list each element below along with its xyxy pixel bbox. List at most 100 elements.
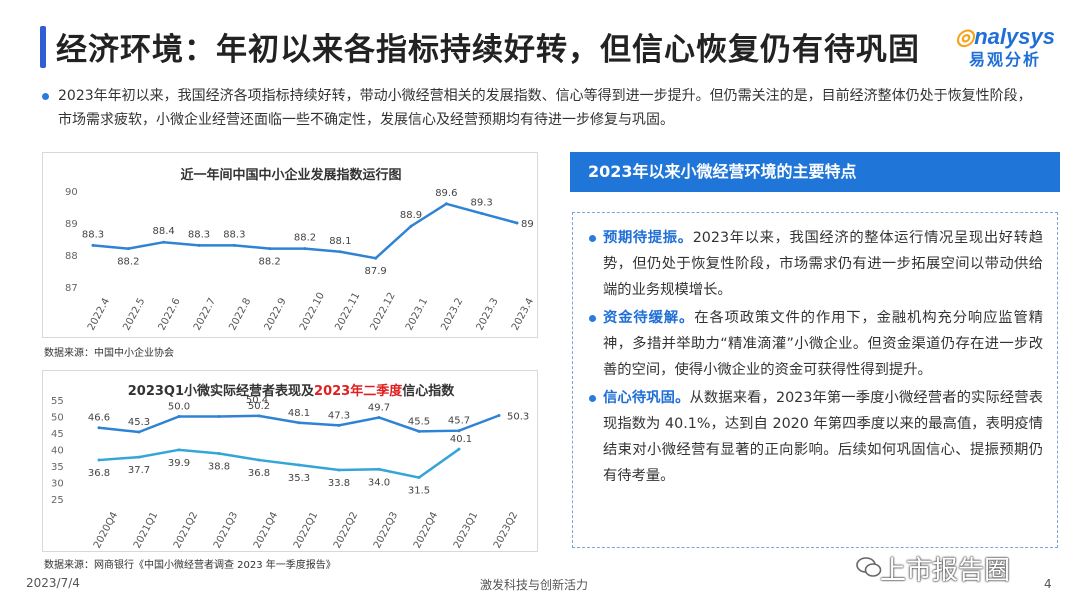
chart2-title-highlight: 2023年二季度 bbox=[314, 383, 403, 399]
data-label: 36.8 bbox=[248, 468, 270, 479]
data-label: 88.3 bbox=[82, 229, 104, 240]
data-point bbox=[444, 202, 448, 206]
data-label: 33.8 bbox=[328, 478, 350, 489]
feature-text: 在各项政策文件的作用下，金融机构充分响应监管精神，多措并举助力“精准滴灌”小微企… bbox=[603, 310, 1044, 378]
data-label: 40.1 bbox=[450, 434, 472, 445]
sme-index-chart: 近一年间中国中小企业发展指数运行图 87 88 89 90 88.3 88.2 88.4 88… bbox=[42, 152, 538, 338]
x-tick-label: 2023Q1 bbox=[452, 510, 480, 550]
data-label: 88.9 bbox=[400, 210, 422, 221]
data-point bbox=[337, 423, 341, 427]
confidence-index-chart: 2023Q1小微实际经营者表现及2023年二季度信心指数 25 30 35 40 45 5… bbox=[42, 370, 538, 552]
feature-item: 信心待巩固。从数据来看，2023年第一季度小微经营者的实际经营表现指数为 40.… bbox=[589, 385, 1043, 489]
data-point bbox=[257, 458, 261, 462]
feature-text: 从数据来看，2023年第一季度小微经营者的实际经营表现指数为 40.1%，达到自… bbox=[603, 390, 1044, 484]
data-point bbox=[417, 429, 421, 433]
bullet-dot-icon bbox=[589, 235, 596, 242]
data-point bbox=[480, 211, 484, 215]
data-label: 38.8 bbox=[208, 461, 230, 472]
data-label: 87.9 bbox=[365, 266, 387, 277]
data-point bbox=[137, 455, 141, 459]
data-point bbox=[297, 421, 301, 425]
x-tick-label: 2022Q2 bbox=[332, 510, 360, 550]
data-point bbox=[126, 247, 130, 251]
y-tick-label: 25 bbox=[51, 495, 64, 506]
data-point bbox=[232, 243, 236, 247]
bullet-dot-icon bbox=[589, 395, 596, 402]
data-point bbox=[217, 415, 221, 418]
y-tick-label: 30 bbox=[51, 479, 64, 490]
logo-cn-text: 易观分析 bbox=[968, 50, 1041, 69]
data-label: 48.1 bbox=[288, 408, 310, 419]
chart2-source: 数据来源：网商银行《中国小微经营者调查 2023 年一季度报告》 bbox=[44, 560, 336, 571]
data-point bbox=[257, 414, 261, 418]
x-tick-label: 2023.4 bbox=[510, 296, 536, 332]
x-tick-label: 2022.4 bbox=[86, 296, 112, 332]
x-tick-label: 2020Q4 bbox=[92, 510, 120, 550]
data-point bbox=[497, 414, 501, 418]
feature-text: 2023年以来，我国经济的整体运行情况呈现出好转趋势，但仍处于恢复性阶段，市场需… bbox=[603, 230, 1044, 298]
y-tick-label: 50 bbox=[51, 413, 64, 424]
feature-item: 预期待提振。2023年以来，我国经济的整体运行情况呈现出好转趋势，但仍处于恢复性… bbox=[589, 225, 1043, 303]
data-point bbox=[303, 247, 307, 251]
data-point bbox=[177, 415, 181, 418]
x-tick-label: 2021Q2 bbox=[172, 510, 200, 550]
x-tick-label: 2022Q1 bbox=[292, 510, 320, 550]
y-tick-label: 87 bbox=[65, 283, 78, 294]
watermark: 上市报告圈 bbox=[880, 556, 1011, 586]
chart2-title-part1: 2023Q1小微实际经营者表现及 bbox=[128, 383, 315, 399]
data-label: 39.9 bbox=[168, 458, 190, 469]
intro-paragraph: 2023年年初以来，我国经济各项指标持续好转，带动小微经营相关的发展指数、信心等… bbox=[58, 88, 1032, 128]
data-point bbox=[515, 221, 519, 225]
data-point bbox=[177, 448, 181, 452]
x-tick-label: 2022.5 bbox=[121, 296, 147, 332]
page-number: 4 bbox=[1044, 577, 1052, 591]
data-label: 45.3 bbox=[128, 417, 150, 428]
title-accent-bar bbox=[40, 26, 46, 68]
feature-head: 信心待巩固。 bbox=[603, 390, 690, 406]
data-label: 89.6 bbox=[435, 188, 457, 199]
data-label: 31.5 bbox=[408, 486, 430, 497]
data-point bbox=[417, 476, 421, 480]
x-tick-label: 2023Q2 bbox=[492, 510, 520, 550]
data-label: 46.6 bbox=[88, 413, 110, 424]
y-tick-label: 88 bbox=[65, 251, 78, 262]
feature-head: 预期待提振。 bbox=[603, 230, 693, 246]
data-label: 50.2 bbox=[248, 401, 270, 412]
confidence-index-chart-svg: 2023Q1小微实际经营者表现及2023年二季度信心指数 25 30 35 40 45 5… bbox=[51, 383, 529, 550]
chart2-title-part3: 信心指数 bbox=[402, 383, 455, 399]
x-tick-label: 2022.11 bbox=[333, 291, 362, 333]
features-header: 2023年以来小微经营环境的主要特点 bbox=[570, 152, 1060, 192]
data-point bbox=[97, 458, 101, 462]
x-tick-label: 2022Q4 bbox=[412, 510, 440, 550]
data-point bbox=[338, 250, 342, 254]
data-point bbox=[377, 467, 381, 471]
x-tick-label: 2022.9 bbox=[263, 296, 289, 332]
data-label: 37.7 bbox=[128, 465, 150, 476]
bullet-dot-icon bbox=[42, 93, 49, 100]
data-point bbox=[162, 240, 166, 244]
logo-en-text: nalysys bbox=[974, 24, 1055, 49]
data-label: 88.3 bbox=[223, 229, 245, 240]
data-label: 50.0 bbox=[168, 402, 190, 413]
sme-index-chart-svg: 近一年间中国中小企业发展指数运行图 87 88 89 90 88.3 88.2 88.4 88… bbox=[65, 167, 536, 333]
x-tick-label: 2021Q4 bbox=[252, 510, 280, 550]
x-tick-label: 2023.3 bbox=[475, 296, 501, 332]
x-tick-label: 2023.1 bbox=[404, 296, 430, 332]
data-point bbox=[268, 247, 272, 251]
analysys-logo: ◎nalysys 易观分析 bbox=[950, 26, 1060, 76]
data-label: 88.1 bbox=[329, 236, 351, 247]
footer-slogan: 激发科技与创新活力 bbox=[480, 578, 589, 592]
chart1-source: 数据来源：中国中小企业协会 bbox=[44, 348, 174, 359]
data-label: 34.0 bbox=[368, 477, 390, 488]
data-point bbox=[377, 415, 381, 419]
data-label: 45.5 bbox=[408, 416, 430, 427]
y-tick-label: 89 bbox=[65, 219, 78, 230]
data-label: 89.3 bbox=[471, 197, 493, 208]
data-label: 88.2 bbox=[294, 233, 316, 244]
data-label: 88.2 bbox=[117, 257, 139, 268]
features-panel: 预期待提振。2023年以来，我国经济的整体运行情况呈现出好转趋势，但仍处于恢复性… bbox=[572, 212, 1058, 548]
data-point bbox=[297, 463, 301, 467]
data-point bbox=[197, 243, 201, 247]
y-tick-label: 55 bbox=[51, 396, 64, 407]
x-tick-label: 2022.7 bbox=[192, 296, 218, 332]
